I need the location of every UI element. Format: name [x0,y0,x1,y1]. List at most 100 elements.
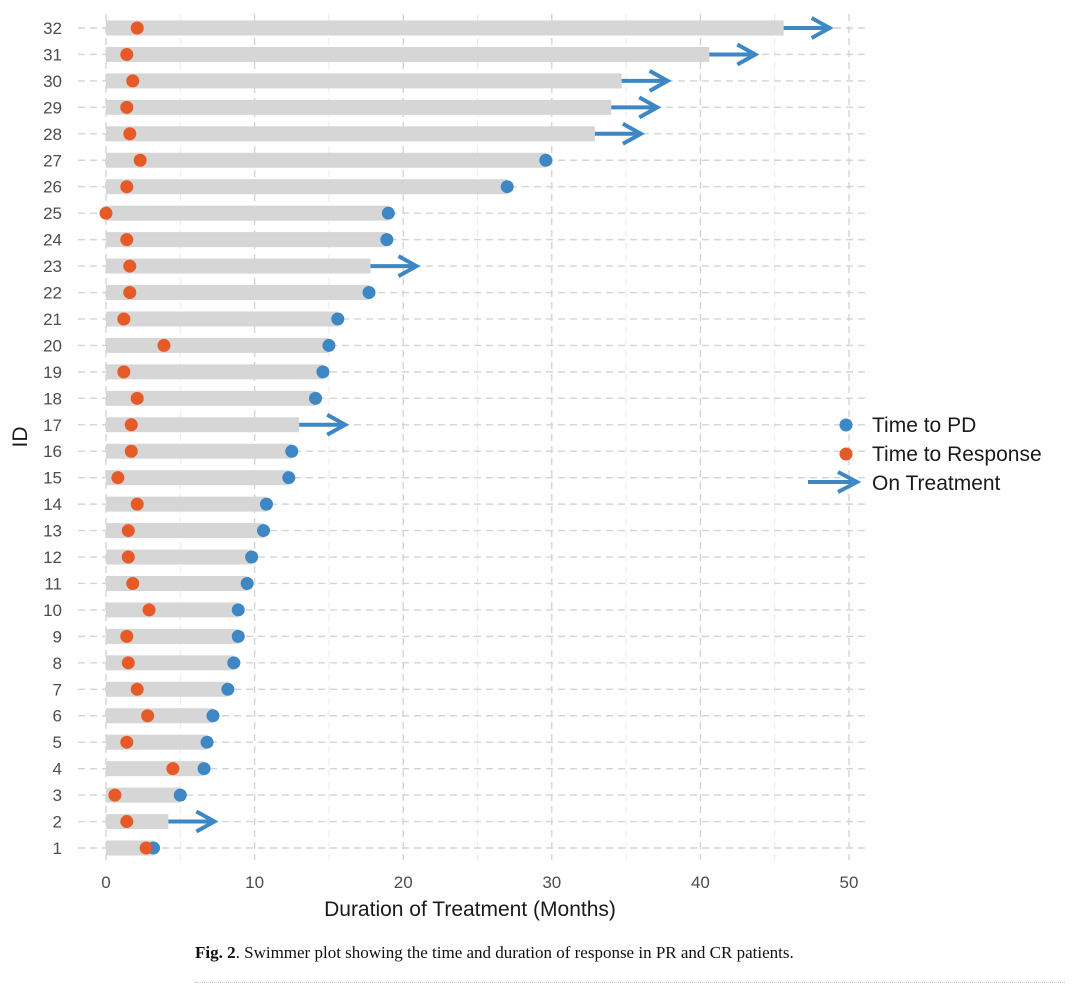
x-tick-label: 30 [542,873,561,892]
response-point-12 [121,550,135,564]
y-tick-label: 32 [43,19,62,38]
y-tick-label: 10 [43,601,62,620]
arrow-head [397,254,421,278]
y-tick-label: 7 [53,680,62,699]
dot-layer [99,21,553,855]
y-tick-label: 21 [43,310,62,329]
y-tick-label: 28 [43,125,62,144]
response-point-11 [126,576,140,590]
pd-point-24 [380,233,394,247]
pd-point-22 [362,286,376,300]
caption-divider [195,982,1065,983]
pd-point-12 [245,550,259,564]
arrow-head [648,69,672,93]
duration-bar-31 [106,46,710,62]
caption-text: . Swimmer plot showing the time and dura… [235,943,794,962]
response-point-25 [99,206,113,220]
legend-response-label: Time to Response [872,443,1042,466]
y-tick-label: 24 [43,231,62,250]
duration-bar-6 [106,708,213,724]
on-treatment-arrow-29 [611,95,662,120]
y-tick-label: 23 [43,257,62,276]
on-treatment-arrow-32 [783,16,834,40]
y-tick-label: 4 [53,760,62,779]
response-point-8 [121,656,135,670]
y-tick-label: 27 [43,151,62,170]
duration-bar-18 [106,390,316,406]
arrow-head [195,809,219,834]
duration-bar-14 [106,496,267,512]
duration-bar-20 [106,337,329,353]
y-tick-label: 8 [53,654,62,673]
response-point-5 [120,735,134,749]
x-tick-label: 0 [101,873,110,892]
duration-bar-22 [106,285,370,301]
pd-point-18 [309,391,323,405]
bar-layer [106,20,784,856]
duration-bar-13 [106,523,264,539]
y-tick-label: 16 [43,442,62,461]
response-point-3 [108,788,122,802]
pd-point-4 [197,762,211,776]
pd-point-3 [173,788,187,802]
legend-pd-label: Time to PD [872,414,976,437]
pd-point-16 [285,444,299,458]
pd-point-20 [322,338,336,352]
pd-point-8 [227,656,241,670]
response-point-16 [124,444,138,458]
caption-label: Fig. 2 [195,943,236,962]
y-tick-label: 6 [53,707,62,726]
pd-point-7 [221,682,235,696]
legend-arrow-icon [808,470,862,494]
duration-bar-7 [106,681,228,697]
legend-response-marker [839,447,853,461]
response-point-4 [166,762,180,776]
pd-point-6 [206,709,220,723]
response-point-10 [142,603,156,617]
pd-point-5 [200,735,214,749]
on-treatment-arrow-30 [621,69,672,93]
duration-bar-23 [106,258,371,274]
response-point-23 [123,259,137,273]
duration-bar-10 [106,602,239,618]
arrow-head [810,16,834,40]
legend-arrow-label: On Treatment [872,472,1001,495]
duration-bar-32 [106,20,784,36]
response-point-1 [139,841,153,855]
pd-point-13 [257,524,271,538]
y-tick-label: 30 [43,72,62,91]
response-point-13 [121,524,135,538]
legend: Time to PD Time to Response On Treatment [808,414,1042,495]
on-treatment-arrow-23 [370,254,421,278]
y-axis-title: ID [9,427,32,448]
response-point-30 [126,74,140,88]
y-tick-label: 11 [44,574,62,593]
y-tick-label: 5 [53,733,62,752]
y-tick-label: 15 [43,469,62,488]
grid-layer [78,14,866,860]
figure-caption: Fig. 2. Swimmer plot showing the time an… [195,943,1055,963]
duration-bar-24 [106,232,387,248]
response-point-32 [130,21,144,35]
response-point-19 [117,365,131,379]
duration-bar-8 [106,655,234,671]
response-point-17 [124,418,138,432]
on-treatment-arrow-31 [709,42,760,67]
x-tick-label: 50 [840,873,859,892]
duration-bar-11 [106,575,248,591]
duration-bar-12 [106,549,252,565]
response-point-6 [141,709,155,723]
duration-bar-26 [106,179,508,195]
response-point-15 [111,471,125,485]
pd-point-15 [282,471,296,485]
on-treatment-arrow-2 [168,809,219,834]
pd-point-14 [259,497,273,511]
response-point-29 [120,100,134,114]
arrow-layer [168,16,834,834]
arrow-head [638,95,662,120]
duration-bar-28 [106,126,595,142]
response-point-20 [157,338,171,352]
x-tick-label: 10 [245,873,264,892]
y-tick-label: 9 [53,627,62,646]
duration-bar-15 [106,470,289,486]
